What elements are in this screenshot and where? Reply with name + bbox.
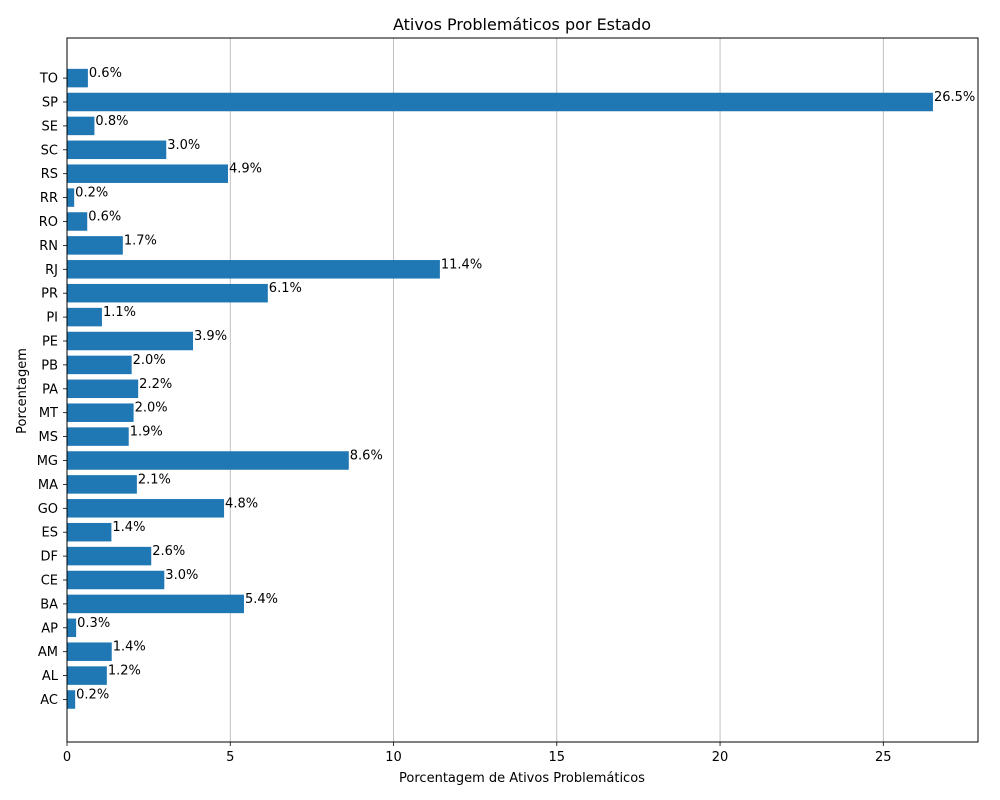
x-tick-label-0: 0 bbox=[63, 750, 71, 765]
bar-SP bbox=[67, 92, 933, 112]
y-tick-label-PR: PR bbox=[41, 287, 58, 302]
data-label-MA: 2.1% bbox=[138, 472, 171, 487]
data-label-RJ: 11.4% bbox=[441, 257, 482, 272]
bar-ES bbox=[67, 522, 112, 542]
bar-MG bbox=[67, 451, 349, 470]
bar-PB bbox=[67, 355, 132, 375]
y-tick-label-MG: MG bbox=[37, 454, 58, 469]
y-tick-label-ES: ES bbox=[42, 526, 58, 541]
bar-CE bbox=[67, 570, 165, 590]
bar-MT bbox=[67, 403, 134, 422]
data-labels: 0.2%1.2%1.4%0.3%5.4%3.0%2.6%1.4%4.8%2.1%… bbox=[75, 66, 975, 702]
y-axis-label: Porcentagem bbox=[15, 348, 30, 434]
y-tick-label-RJ: RJ bbox=[45, 263, 58, 278]
y-tick-label-MT: MT bbox=[39, 406, 58, 421]
axes: 0 5 10 15 20 25 AC AL AM AP BA CE DF ES GO MA MG MS MT PA PB… bbox=[37, 37, 979, 765]
y-tick-label-RN: RN bbox=[39, 239, 58, 254]
y-tick-label-SC: SC bbox=[41, 143, 58, 158]
x-tick-label-4: 20 bbox=[712, 750, 729, 765]
y-tick-label-GO: GO bbox=[38, 502, 58, 517]
bar-PR bbox=[67, 283, 268, 303]
data-label-PR: 6.1% bbox=[269, 281, 302, 296]
data-label-PE: 3.9% bbox=[194, 329, 227, 344]
y-tick-label-RR: RR bbox=[40, 191, 58, 206]
x-axis-label: Porcentagem de Ativos Problemáticos bbox=[399, 771, 645, 786]
data-label-RS: 4.9% bbox=[229, 162, 262, 177]
bar-DF bbox=[67, 546, 152, 566]
bar-BA bbox=[67, 594, 244, 614]
data-label-MS: 1.9% bbox=[130, 425, 163, 440]
bar-RR bbox=[67, 188, 75, 207]
bar-MA bbox=[67, 475, 137, 494]
data-label-DF: 2.6% bbox=[152, 544, 185, 559]
data-label-AC: 0.2% bbox=[76, 688, 109, 703]
bar-AC bbox=[67, 690, 76, 709]
y-tick-label-MS: MS bbox=[39, 430, 58, 445]
x-tick-label-3: 15 bbox=[549, 750, 566, 765]
x-tick-label-5: 25 bbox=[875, 750, 892, 765]
y-tick-label-BA: BA bbox=[40, 597, 58, 612]
y-tick-label-PB: PB bbox=[41, 358, 58, 373]
y-tick-label-AM: AM bbox=[38, 645, 58, 660]
data-label-AP: 0.3% bbox=[77, 616, 110, 631]
y-tick-label-AP: AP bbox=[41, 621, 58, 636]
bar-SE bbox=[67, 116, 95, 136]
x-tick-label-1: 5 bbox=[226, 750, 234, 765]
bar-GO bbox=[67, 499, 225, 518]
chart-title: Ativos Problemáticos por Estado bbox=[393, 15, 651, 34]
bar-RN bbox=[67, 236, 123, 255]
y-tick-label-SP: SP bbox=[42, 96, 58, 111]
bar-RO bbox=[67, 212, 88, 231]
y-tick-label-PA: PA bbox=[42, 382, 58, 397]
data-label-ES: 1.4% bbox=[112, 520, 145, 535]
y-tick-label-SE: SE bbox=[42, 119, 58, 134]
y-tick-label-PE: PE bbox=[42, 335, 58, 350]
bar-RS bbox=[67, 164, 228, 183]
y-tick-label-AL: AL bbox=[42, 669, 59, 684]
bar-PE bbox=[67, 331, 194, 351]
data-label-MT: 2.0% bbox=[135, 401, 168, 416]
data-label-SC: 3.0% bbox=[167, 138, 200, 153]
data-label-PI: 1.1% bbox=[103, 305, 136, 320]
bar-PA bbox=[67, 379, 139, 399]
bar-MS bbox=[67, 427, 129, 446]
data-label-RO: 0.6% bbox=[88, 210, 121, 225]
bar-PI bbox=[67, 307, 102, 327]
x-tick-label-2: 10 bbox=[385, 750, 402, 765]
y-tick-label-TO: TO bbox=[39, 72, 58, 87]
bar-AM bbox=[67, 642, 112, 661]
data-label-BA: 5.4% bbox=[245, 592, 278, 607]
y-tick-label-PI: PI bbox=[46, 311, 58, 326]
bar-AP bbox=[67, 618, 77, 638]
plot-frame bbox=[66, 37, 979, 743]
bars bbox=[67, 68, 933, 709]
y-tick-label-RO: RO bbox=[39, 215, 58, 230]
data-label-RR: 0.2% bbox=[75, 186, 108, 201]
data-label-GO: 4.8% bbox=[225, 496, 258, 511]
data-label-AL: 1.2% bbox=[108, 664, 141, 679]
data-label-CE: 3.0% bbox=[165, 568, 198, 583]
y-tick-label-AC: AC bbox=[40, 693, 58, 708]
bar-AL bbox=[67, 666, 107, 685]
y-tick-label-DF: DF bbox=[41, 550, 59, 565]
data-label-TO: 0.6% bbox=[89, 66, 122, 81]
data-label-AM: 1.4% bbox=[113, 640, 146, 655]
y-tick-label-CE: CE bbox=[41, 574, 58, 589]
bar-SC bbox=[67, 140, 167, 160]
data-label-PB: 2.0% bbox=[133, 353, 166, 368]
data-label-PA: 2.2% bbox=[139, 377, 172, 392]
bar-TO bbox=[67, 68, 88, 88]
y-tick-label-MA: MA bbox=[38, 478, 58, 493]
data-label-SP: 26.5% bbox=[934, 90, 975, 105]
bar-RJ bbox=[67, 260, 440, 279]
y-tick-label-RS: RS bbox=[41, 167, 58, 182]
data-label-MG: 8.6% bbox=[350, 449, 383, 464]
data-label-RN: 1.7% bbox=[124, 233, 157, 248]
data-label-SE: 0.8% bbox=[95, 114, 128, 129]
